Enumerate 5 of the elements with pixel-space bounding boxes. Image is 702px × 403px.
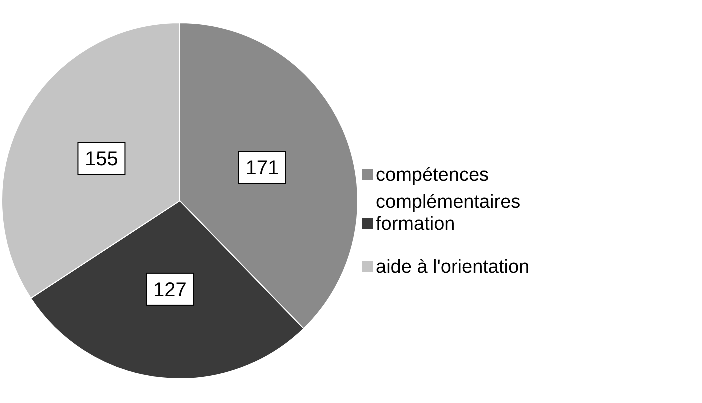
legend-label: aide à l'orientation [376,257,530,278]
data-label: 171 [246,158,280,180]
data-label: 127 [153,279,187,302]
data-label: 155 [85,148,118,171]
legend-label: formation [376,214,456,235]
